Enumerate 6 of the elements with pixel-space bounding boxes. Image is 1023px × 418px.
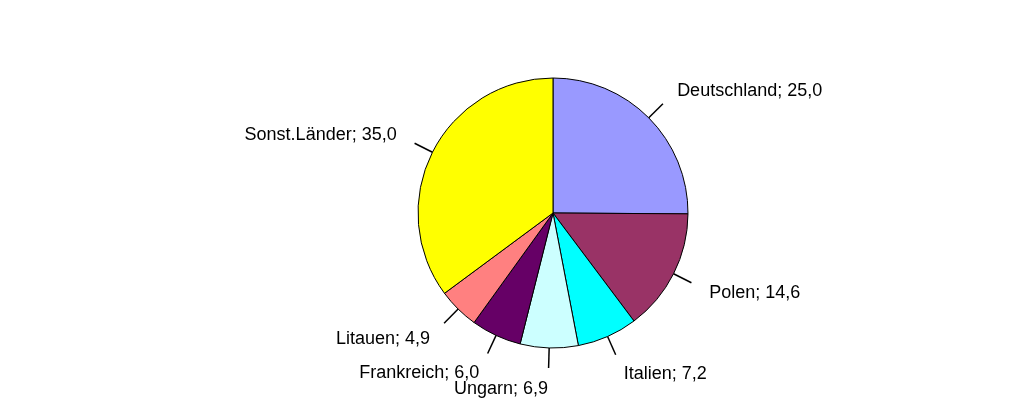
slice-label: Sonst.Länder; 35,0 — [244, 124, 397, 145]
slice-label: Litauen; 4,9 — [335, 327, 431, 348]
slice-label: Polen; 14,6 — [709, 281, 801, 302]
slice-label: Deutschland; 25,0 — [677, 79, 823, 100]
slice-label: Frankreich; 6,0 — [359, 361, 480, 382]
slice-label: Italien; 7,2 — [623, 363, 707, 384]
